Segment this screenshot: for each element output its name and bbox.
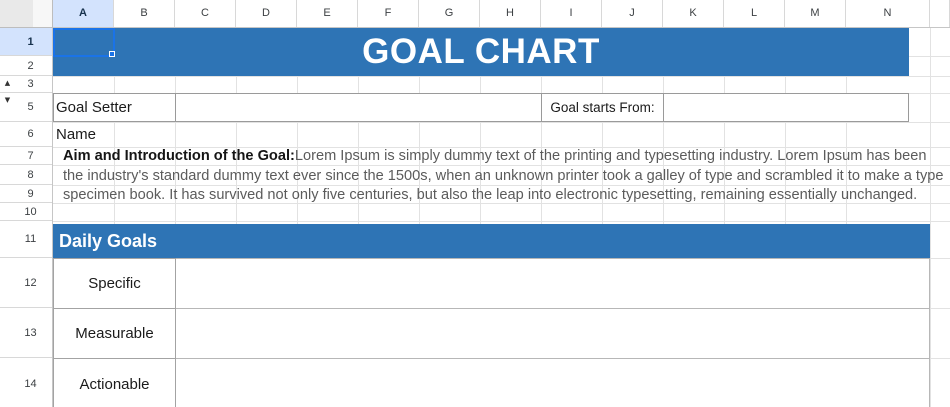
intro-line-3: specimen book. It has survived not only … <box>63 187 918 204</box>
row-header-3[interactable]: 3 <box>0 76 52 93</box>
column-header-g[interactable]: G <box>419 0 480 27</box>
goal-setter-name-label-cell[interactable]: Goal Setter Name <box>53 93 176 143</box>
column-header-k[interactable]: K <box>663 0 724 27</box>
gridline-vertical <box>785 28 786 407</box>
row-header-11[interactable]: 11 <box>0 221 52 258</box>
row-header-bar: 1 2 3 5 6 7 8 9 10 11 12 13 14 <box>0 28 53 407</box>
intro-paragraph-cell[interactable]: Aim and Introduction of the Goal:Lorem I… <box>63 147 944 206</box>
goal-starts-from-input-cell[interactable] <box>663 93 909 122</box>
row-header-14[interactable]: 14 <box>0 358 52 407</box>
column-header-partial[interactable] <box>930 0 950 27</box>
gridline-vertical <box>541 28 542 407</box>
specific-input-cell[interactable] <box>175 258 930 309</box>
actionable-label: Actionable <box>79 375 150 393</box>
gridline-vertical <box>419 28 420 407</box>
gridline-vertical <box>480 28 481 407</box>
daily-goals-header-label: Daily Goals <box>59 231 158 251</box>
measurable-label: Measurable <box>75 325 154 342</box>
column-header-m[interactable]: M <box>785 0 846 27</box>
row-header-12[interactable]: 12 <box>0 258 52 308</box>
row-header-5[interactable]: 5 <box>0 93 52 122</box>
gridline-horizontal <box>53 221 950 222</box>
row-header-2[interactable]: 2 <box>0 56 52 76</box>
row-header-8[interactable]: 8 <box>0 165 52 185</box>
gridline-vertical <box>602 28 603 407</box>
gridline-horizontal <box>53 203 950 204</box>
fill-handle[interactable] <box>109 51 115 57</box>
intro-line-1-text: Lorem Ipsum is simply dummy text of the … <box>294 148 927 164</box>
column-header-f[interactable]: F <box>358 0 419 27</box>
row-header-7[interactable]: 7 <box>0 147 52 165</box>
row-header-6[interactable]: 6 <box>0 122 52 147</box>
title-banner-cell[interactable]: GOAL CHART <box>53 28 909 76</box>
intro-line-2: the industry's standard dummy text ever … <box>63 167 944 184</box>
specific-label: Specific <box>88 275 141 292</box>
row-header-9[interactable]: 9 <box>0 185 52 203</box>
column-header-b[interactable]: B <box>114 0 175 27</box>
measurable-input-cell[interactable] <box>175 308 930 359</box>
row-group-collapse-down-icon[interactable]: ▼ <box>4 96 11 104</box>
gridline-vertical <box>930 28 931 407</box>
gridline-horizontal <box>53 76 950 77</box>
row-group-collapse-up-icon[interactable]: ▲ <box>4 79 11 87</box>
gridline-horizontal <box>53 165 950 166</box>
actionable-input-cell[interactable] <box>175 358 930 407</box>
gridline-vertical <box>175 28 176 407</box>
gridline-vertical <box>114 28 115 407</box>
gridline-horizontal <box>53 147 950 148</box>
actionable-label-cell[interactable]: Actionable <box>53 358 176 407</box>
gridline-vertical <box>724 28 725 407</box>
gridline-horizontal <box>53 122 950 123</box>
column-header-n[interactable]: N <box>846 0 930 27</box>
goal-starts-from-label-cell[interactable]: Goal starts From: <box>541 93 664 122</box>
column-header-e[interactable]: E <box>297 0 358 27</box>
measurable-label-cell[interactable]: Measurable <box>53 308 176 359</box>
corner-gutter <box>33 0 52 27</box>
active-cell-selection-border <box>53 28 115 57</box>
column-header-d[interactable]: D <box>236 0 297 27</box>
column-header-j[interactable]: J <box>602 0 663 27</box>
gridline-vertical <box>236 28 237 407</box>
column-header-a[interactable]: A <box>53 0 114 27</box>
gridline-vertical <box>663 28 664 407</box>
row-header-10[interactable]: 10 <box>0 203 52 221</box>
gridline-vertical <box>846 28 847 407</box>
row-header-1[interactable]: 1 <box>0 28 52 56</box>
row-header-13[interactable]: 13 <box>0 308 52 358</box>
page-title: GOAL CHART <box>362 32 600 71</box>
intro-line-1: Aim and Introduction of the Goal:Lorem I… <box>63 147 926 167</box>
goal-setter-name-label: Goal Setter Name <box>56 99 132 143</box>
gridline-vertical <box>358 28 359 407</box>
gridline-horizontal <box>53 185 950 186</box>
column-header-c[interactable]: C <box>175 0 236 27</box>
column-header-l[interactable]: L <box>724 0 785 27</box>
intro-heading: Aim and Introduction of the Goal: <box>63 148 295 164</box>
goal-setter-name-input-cell[interactable] <box>175 93 542 122</box>
goal-starts-from-label: Goal starts From: <box>550 100 655 115</box>
column-header-h[interactable]: H <box>480 0 541 27</box>
daily-goals-header-cell[interactable]: Daily Goals <box>53 224 930 258</box>
select-all-corner-button[interactable] <box>0 0 53 28</box>
gridline-vertical <box>297 28 298 407</box>
specific-label-cell[interactable]: Specific <box>53 258 176 309</box>
column-header-i[interactable]: I <box>541 0 602 27</box>
